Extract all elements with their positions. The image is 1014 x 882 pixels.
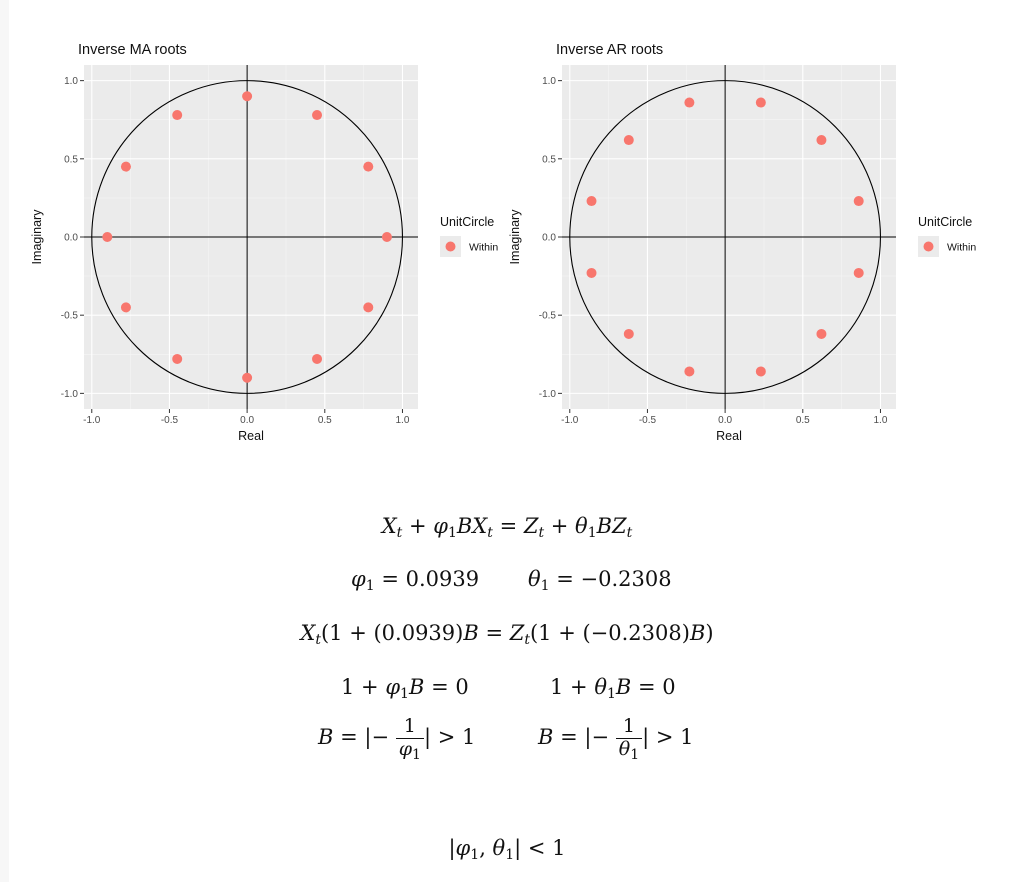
substituted-equation: Xt(1 + (0.0939)B = Zt(1 + (−0.2308)B) <box>300 621 714 648</box>
root-point <box>755 97 766 108</box>
rhs-coefficient: (−0.2308) <box>582 621 690 645</box>
model-equation: Xt + φ1BXt = Zt + θ1BZt <box>381 514 633 541</box>
ar-root-condition: B = |− 1 φ1 | > 1 <box>318 715 476 763</box>
ar-characteristic-equation: 1 + φ1B = 0 <box>341 675 469 702</box>
x-tick-label: -1.0 <box>83 415 101 426</box>
chart-title: Inverse AR roots <box>556 42 663 58</box>
legend-title: UnitCircle <box>918 215 972 229</box>
legend-label: Within <box>947 242 976 254</box>
y-tick-label: -0.5 <box>539 311 557 322</box>
y-tick-label: 0.5 <box>542 154 556 165</box>
fraction-one-over-theta1: 1 θ1 <box>615 715 643 762</box>
legend-key-point <box>445 241 456 252</box>
root-point <box>120 302 131 313</box>
y-axis-title: Imaginary <box>30 209 44 265</box>
y-tick-label: 0.5 <box>64 154 78 165</box>
ma-root-condition: B = |− 1 θ1 | > 1 <box>538 715 694 763</box>
inverse-ma-roots-chart: Inverse MA roots -1.0 -0.5 0.0 0.5 1.0 -1.0 -0.… <box>30 42 498 443</box>
x-tick-label: -1.0 <box>561 415 579 426</box>
theta1-number: −0.2308 <box>580 567 672 591</box>
x-tick-label: 0.0 <box>718 415 732 426</box>
y-tick-label: 1.0 <box>542 76 556 87</box>
x-tick-label: -0.5 <box>161 415 179 426</box>
x-axis-title: Real <box>238 429 264 443</box>
root-point <box>242 91 253 102</box>
phi1-number: 0.0939 <box>405 567 480 591</box>
phi1-value: φ1 = 0.0939 <box>351 567 480 594</box>
root-point <box>120 161 131 172</box>
x-axis-title: Real <box>716 429 742 443</box>
x-tick-label: 0.0 <box>240 415 254 426</box>
y-tick-label: -1.0 <box>539 389 557 400</box>
x-tick-label: 1.0 <box>396 415 410 426</box>
fraction-one-over-phi1: 1 φ1 <box>395 715 424 762</box>
y-tick-label: -0.5 <box>61 311 79 322</box>
root-point <box>312 110 323 121</box>
root-point <box>853 267 864 278</box>
root-point <box>623 135 634 146</box>
chart-title: Inverse MA roots <box>78 42 187 58</box>
x-tick-label: 1.0 <box>874 415 888 426</box>
root-point <box>586 196 597 207</box>
x-tick-label: -0.5 <box>639 415 657 426</box>
inverse-ma-roots-plot: Inverse MA roots -1.0 -0.5 0.0 0.5 1.0 -1.0 -0.… <box>0 0 500 460</box>
root-point <box>816 135 827 146</box>
root-point <box>853 196 864 207</box>
lhs-coefficient: (0.0939) <box>373 621 464 645</box>
root-point <box>102 232 113 242</box>
y-tick-label: -1.0 <box>61 389 79 400</box>
page-left-margin <box>0 0 9 882</box>
stationarity-invertibility-condition: |φ1, θ1| < 1 <box>448 836 566 863</box>
theta1-value: θ1 = −0.2308 <box>528 567 672 594</box>
inverse-ar-roots-plot: Inverse AR roots -1.0 -0.5 0.0 0.5 1.0 -1.0 -0.… <box>478 0 978 460</box>
y-tick-label: 1.0 <box>64 76 78 87</box>
root-point <box>623 328 634 339</box>
ma-characteristic-equation: 1 + θ1B = 0 <box>550 675 676 702</box>
inverse-ar-roots-chart: Inverse AR roots -1.0 -0.5 0.0 0.5 1.0 -1.0 -0.… <box>508 42 976 443</box>
legend-key-point <box>923 241 934 252</box>
x-tick-label: 0.5 <box>318 415 332 426</box>
y-tick-label: 0.0 <box>542 233 556 244</box>
root-point <box>312 353 323 364</box>
root-point <box>172 110 183 121</box>
legend-title: UnitCircle <box>440 215 494 229</box>
y-tick-label: 0.0 <box>64 233 78 244</box>
root-point <box>684 97 695 108</box>
root-point <box>586 267 597 278</box>
legend-label: Within <box>469 242 498 254</box>
root-point <box>363 302 374 313</box>
root-point <box>381 232 392 242</box>
y-axis-title: Imaginary <box>508 209 522 265</box>
x-tick-label: 0.5 <box>796 415 810 426</box>
root-point <box>363 161 374 172</box>
root-point <box>684 366 695 377</box>
root-point <box>242 372 253 383</box>
root-point <box>816 328 827 339</box>
root-point <box>172 353 183 364</box>
root-point <box>755 366 766 377</box>
